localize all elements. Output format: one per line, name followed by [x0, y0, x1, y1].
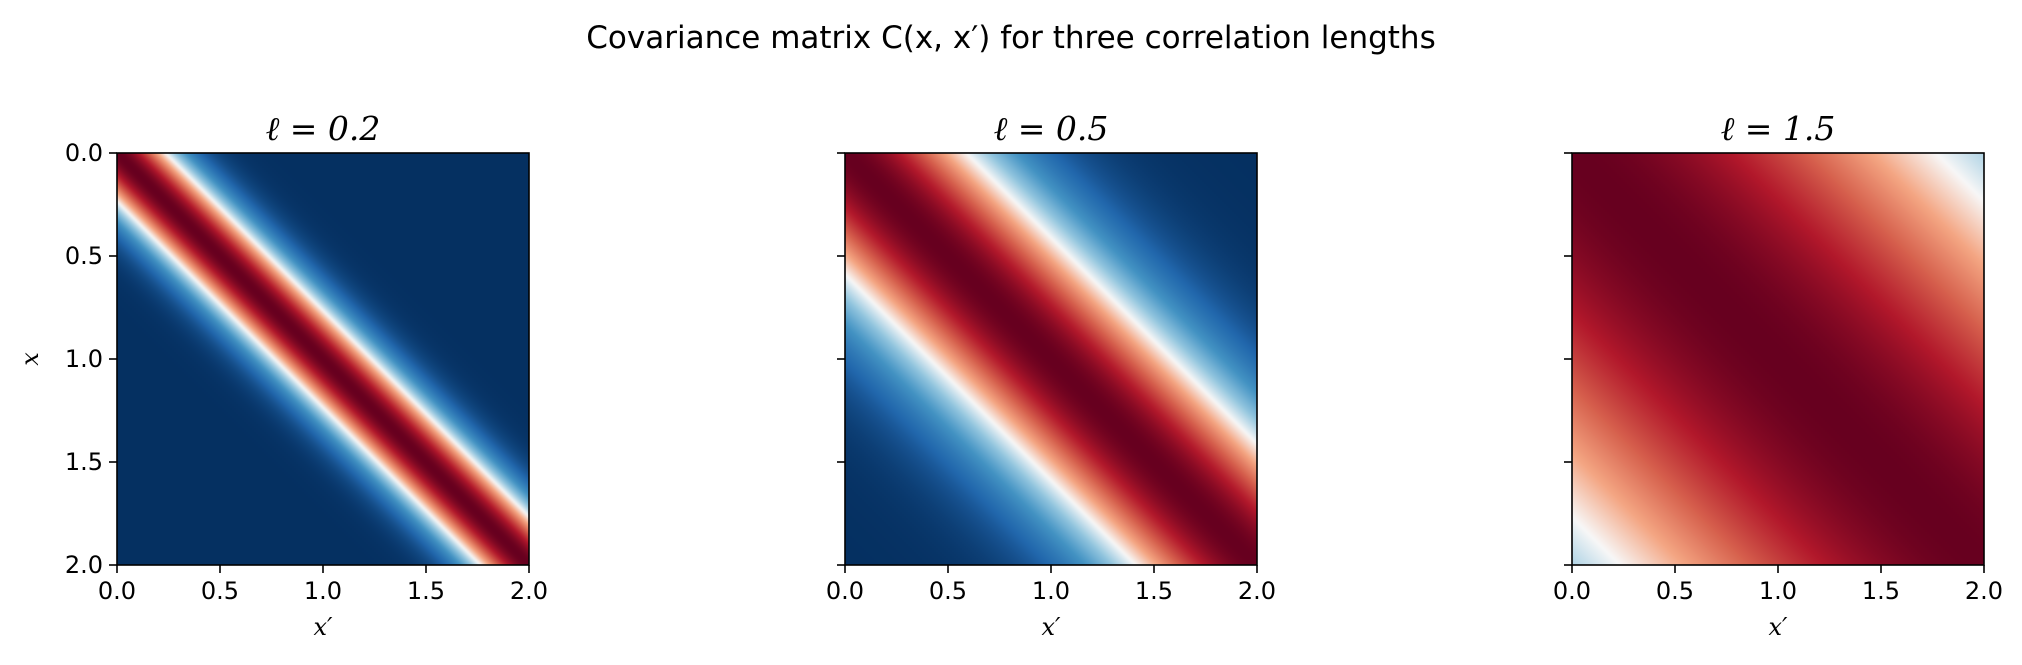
x-tick-label: 1.5 [1862, 577, 1900, 605]
heatmap-image [1572, 153, 1984, 565]
y-tick-label: 0.0 [65, 139, 103, 167]
x-tick-label: 1.0 [304, 577, 342, 605]
x-tick-label: 0.5 [929, 577, 967, 605]
y-tick-label: 1.0 [65, 345, 103, 373]
x-tick-label: 2.0 [510, 577, 548, 605]
panel-title: ℓ = 0.2 [266, 109, 381, 148]
y-tick-label: 2.0 [65, 551, 103, 579]
x-axis-label: x′ [1769, 613, 1789, 641]
x-tick-label: 1.5 [1135, 577, 1173, 605]
y-tick-label: 1.5 [65, 448, 103, 476]
panel-3: ℓ = 1.5 0.0 0.5 1.0 1.5 2.0 x′ [1553, 109, 2003, 641]
heatmap-image [117, 153, 529, 565]
x-tick-label: 2.0 [1965, 577, 2003, 605]
x-tick-label: 1.5 [407, 577, 445, 605]
y-tick-label: 0.5 [65, 242, 103, 270]
x-tick-label: 0.0 [98, 577, 136, 605]
panel-title: ℓ = 1.5 [1721, 109, 1836, 148]
panel-2: ℓ = 0.5 0.0 0.5 1.0 1.5 2.0 x′ [826, 109, 1276, 641]
heatmap-image [845, 153, 1257, 565]
panel-title: ℓ = 0.5 [994, 109, 1109, 148]
x-tick-label: 0.5 [201, 577, 239, 605]
y-axis-label: x [16, 352, 44, 366]
x-tick-label: 1.0 [1032, 577, 1070, 605]
panel-1: ℓ = 0.20.0 0.5 1.0 1.5 2.00.00.51.01.52.0x′x [16, 109, 548, 641]
figure-suptitle: Covariance matrix C(x, x′) for three cor… [586, 20, 1435, 56]
x-tick-label: 0.5 [1656, 577, 1694, 605]
x-tick-label: 0.0 [1553, 577, 1591, 605]
x-axis-label: x′ [1042, 613, 1062, 641]
x-tick-label: 2.0 [1238, 577, 1276, 605]
x-tick-label: 1.0 [1759, 577, 1797, 605]
x-tick-label: 0.0 [826, 577, 864, 605]
x-axis-label: x′ [314, 613, 334, 641]
